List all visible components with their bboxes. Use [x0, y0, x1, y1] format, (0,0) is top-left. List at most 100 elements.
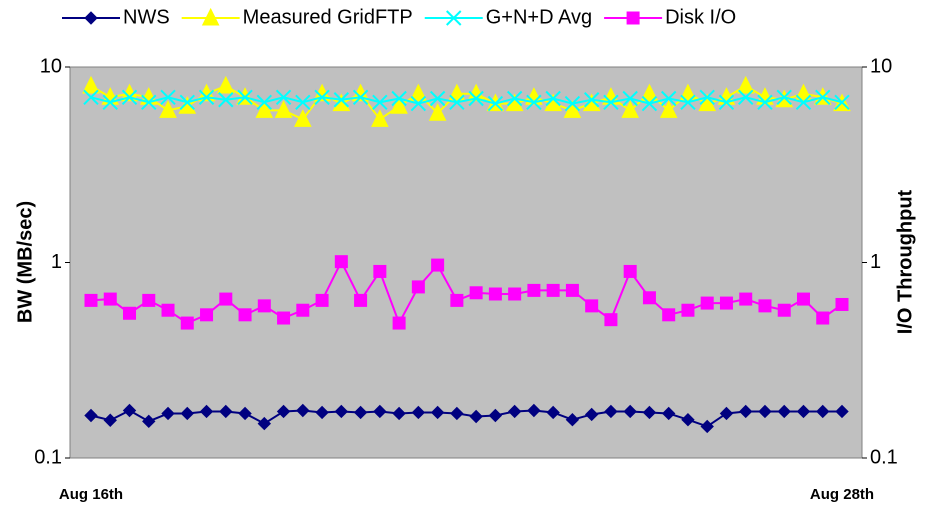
marker: [604, 313, 618, 327]
marker: [835, 404, 849, 419]
marker: [409, 83, 428, 102]
marker: [218, 92, 234, 108]
series-line: [90, 409, 842, 428]
marker: [527, 283, 541, 297]
marker: [468, 90, 484, 107]
series: [84, 403, 849, 434]
marker: [469, 409, 483, 424]
marker: [700, 419, 714, 434]
marker: [373, 404, 387, 419]
marker: [642, 291, 656, 305]
marker: [719, 406, 734, 421]
marker: [411, 405, 426, 420]
marker: [256, 94, 273, 110]
marker: [103, 413, 117, 427]
plot-area: [69, 66, 863, 459]
marker: [216, 75, 235, 94]
marker: [526, 94, 542, 110]
marker: [623, 264, 637, 278]
marker: [255, 100, 274, 118]
marker: [296, 303, 310, 317]
marker: [527, 403, 541, 418]
marker: [546, 405, 560, 420]
series-line: [90, 96, 843, 105]
marker: [621, 100, 639, 118]
series: [84, 255, 849, 330]
marker: [815, 89, 831, 105]
marker: [467, 83, 485, 102]
marker: [622, 90, 638, 107]
marker: [410, 95, 427, 112]
marker: [508, 287, 522, 301]
marker: [275, 89, 292, 105]
marker: [487, 95, 504, 112]
marker: [583, 92, 600, 108]
marker: [816, 404, 830, 419]
marker: [736, 75, 755, 94]
marker: [835, 297, 849, 311]
marker: [719, 296, 733, 310]
marker: [123, 306, 137, 320]
marker: [506, 90, 523, 107]
marker: [141, 94, 157, 110]
marker: [431, 258, 445, 272]
marker: [488, 287, 502, 301]
marker: [794, 83, 813, 102]
marker: [565, 412, 580, 427]
marker: [161, 406, 175, 421]
marker: [796, 404, 811, 419]
marker: [604, 404, 618, 419]
marker: [564, 95, 581, 112]
marker: [660, 90, 677, 107]
marker: [450, 406, 464, 421]
marker: [390, 96, 408, 114]
marker: [623, 404, 637, 419]
marker: [602, 87, 620, 105]
marker: [796, 292, 810, 306]
y2-tick-label: 10: [870, 55, 892, 77]
marker: [180, 316, 194, 330]
marker: [681, 303, 695, 317]
marker: [373, 264, 387, 278]
marker: [159, 100, 177, 118]
legend-label: Measured GridFTP: [243, 6, 413, 28]
marker: [219, 292, 233, 306]
marker: [315, 405, 329, 420]
marker: [469, 286, 483, 300]
marker: [758, 404, 772, 419]
x-tick-label: Aug 28th: [810, 486, 874, 503]
marker: [179, 94, 195, 110]
marker: [121, 89, 138, 105]
marker: [448, 83, 466, 102]
marker: [565, 283, 579, 297]
marker: [334, 404, 349, 419]
marker: [334, 255, 348, 269]
marker: [161, 303, 175, 317]
marker: [834, 94, 850, 110]
marker: [642, 405, 657, 420]
marker: [257, 416, 272, 431]
marker: [391, 90, 407, 107]
series: [83, 89, 850, 112]
y2-tick-label: 0.1: [870, 446, 898, 468]
marker: [584, 407, 599, 422]
marker: [352, 89, 369, 105]
marker: [739, 292, 753, 306]
marker: [219, 404, 233, 419]
marker: [738, 89, 754, 105]
marker: [680, 94, 696, 110]
marker: [83, 89, 99, 105]
marker: [142, 293, 156, 307]
marker: [718, 94, 735, 110]
marker: [450, 293, 464, 307]
marker: [428, 103, 447, 121]
marker: [142, 414, 156, 429]
marker: [353, 405, 368, 420]
marker: [257, 299, 271, 313]
marker: [563, 100, 582, 118]
legend-label: G+N+D Avg: [486, 6, 592, 28]
marker: [585, 299, 599, 313]
legend: NWS Measured GridFTP G+N+D Avg Disk I/O: [62, 6, 736, 28]
marker: [525, 87, 543, 105]
marker: [180, 406, 194, 421]
